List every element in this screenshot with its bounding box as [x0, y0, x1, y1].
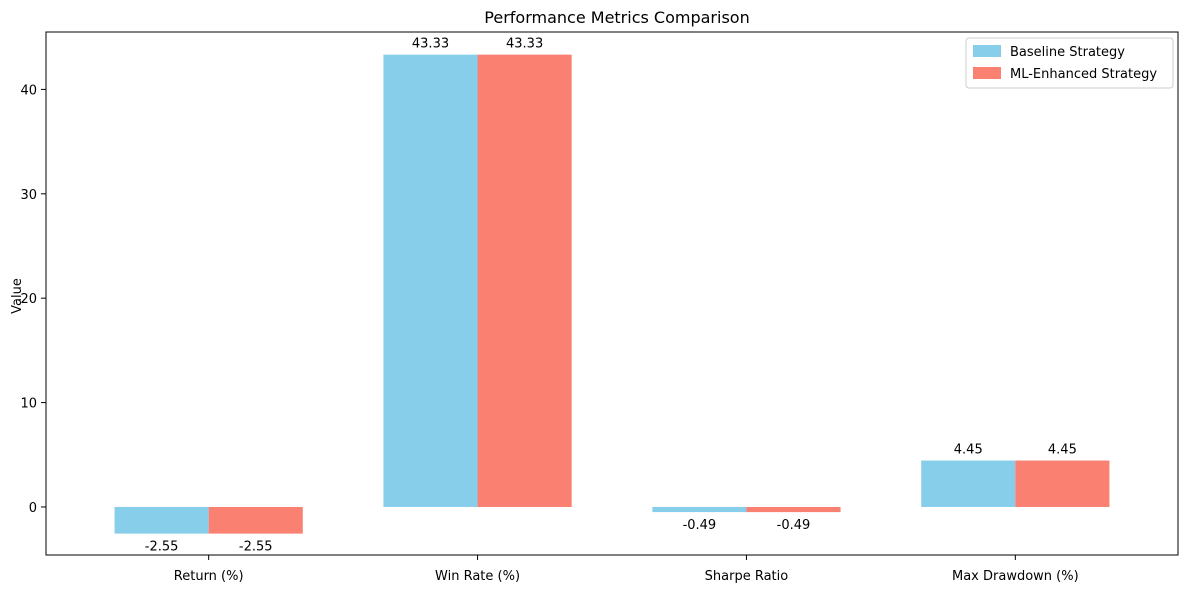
bar-baseline-1: [383, 54, 478, 507]
plot-frame: [45, 31, 1179, 556]
legend-label-0: Baseline Strategy: [1010, 45, 1125, 60]
y-axis: 0 10 20 30 40: [20, 83, 46, 516]
legend-label-1: ML-Enhanced Strategy: [1010, 67, 1157, 82]
x-tick-label: Max Drawdown (%): [952, 569, 1079, 584]
bars-group: [114, 54, 1110, 534]
y-tick-label: 40: [20, 83, 37, 98]
data-label-ml-enhanced-2: -0.49: [777, 518, 811, 533]
data-label-ml-enhanced-3: 4.45: [1048, 443, 1077, 458]
chart-title: Performance Metrics Comparison: [484, 8, 749, 27]
x-tick-label: Win Rate (%): [435, 569, 520, 584]
y-tick-label: 30: [20, 188, 37, 203]
legend-swatch-1: [973, 67, 1001, 79]
x-tick-label: Return (%): [174, 569, 244, 584]
bar-ml-enhanced-3: [1015, 460, 1110, 507]
x-axis: Return (%) Win Rate (%) Sharpe Ratio Max Dr…: [174, 555, 1079, 584]
data-label-baseline-2: -0.49: [683, 518, 717, 533]
y-axis-label: Value: [10, 278, 25, 314]
bar-baseline-2: [652, 506, 747, 513]
bar-ml-enhanced-2: [746, 506, 841, 513]
legend-frame: [965, 37, 1174, 89]
legend-swatch-0: [973, 45, 1001, 57]
data-label-baseline-1: 43.33: [412, 37, 449, 52]
bar-ml-enhanced-1: [477, 54, 572, 507]
data-label-baseline-0: -2.55: [145, 540, 179, 555]
data-labels-group: -2.55 43.33 -0.49 4.45 -2.55 43.33 -0.49 4.45: [145, 37, 1077, 555]
bar-baseline-3: [921, 460, 1016, 507]
y-tick-label: 10: [20, 397, 37, 412]
legend: Baseline Strategy ML-Enhanced Strategy: [965, 37, 1174, 89]
bar-baseline-0: [114, 506, 209, 534]
data-label-ml-enhanced-1: 43.33: [506, 37, 543, 52]
data-label-ml-enhanced-0: -2.55: [239, 540, 273, 555]
y-tick-label: 20: [20, 292, 37, 307]
data-label-baseline-3: 4.45: [954, 443, 983, 458]
x-tick-label: Sharpe Ratio: [705, 569, 789, 584]
y-tick-label: 0: [29, 501, 37, 516]
bar-ml-enhanced-0: [208, 506, 303, 534]
